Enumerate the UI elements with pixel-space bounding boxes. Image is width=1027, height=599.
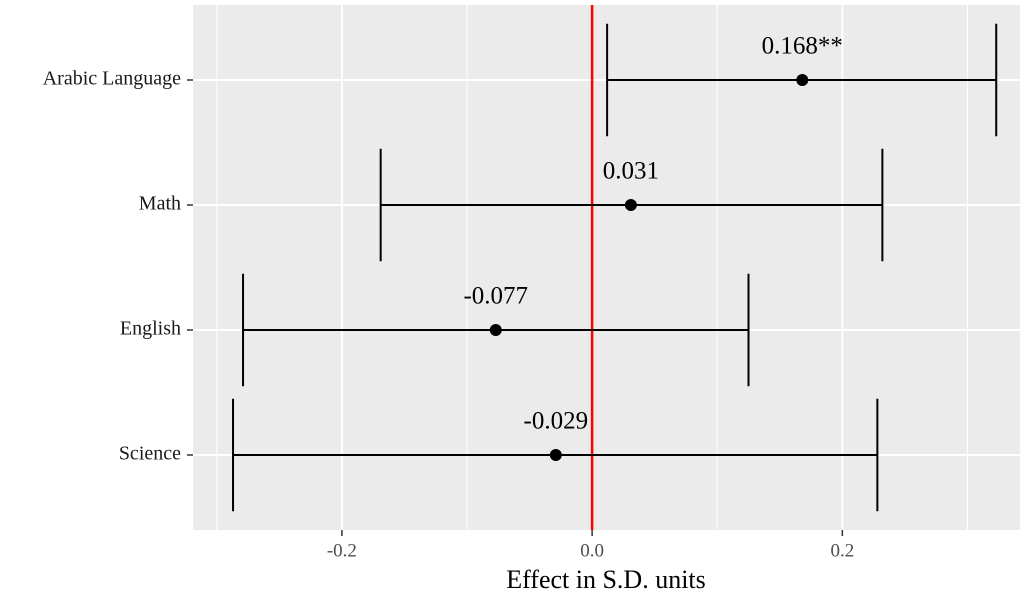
value-label: 0.168** bbox=[762, 33, 843, 60]
value-label: -0.077 bbox=[463, 283, 528, 310]
x-axis-title: Effect in S.D. units bbox=[506, 565, 706, 594]
x-tick-label: 0.0 bbox=[580, 540, 604, 561]
x-tick-label: 0.2 bbox=[830, 540, 854, 561]
point bbox=[489, 324, 502, 336]
value-label: 0.031 bbox=[603, 158, 659, 185]
value-label: -0.029 bbox=[524, 408, 589, 435]
point bbox=[796, 74, 809, 86]
y-tick-label: Science bbox=[119, 443, 181, 465]
y-tick-label: English bbox=[120, 318, 181, 340]
point bbox=[624, 199, 637, 211]
y-tick-label: Arabic Language bbox=[43, 68, 181, 90]
point bbox=[549, 449, 562, 461]
y-tick-label: Math bbox=[139, 193, 181, 215]
x-tick-label: -0.2 bbox=[327, 540, 357, 561]
